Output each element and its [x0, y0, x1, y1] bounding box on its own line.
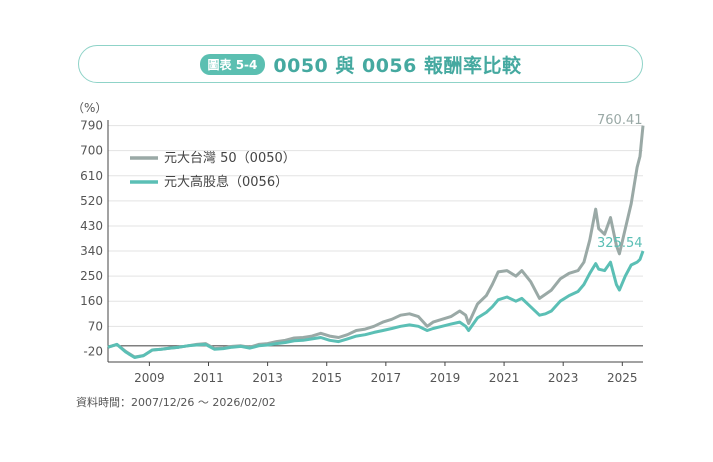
legend-label-0050: 元大台灣 50（0050）	[164, 151, 296, 166]
figure-badge: 圖表 5-4	[199, 53, 266, 75]
end-value-label-0056: 325.54	[597, 236, 643, 251]
x-tick-label: 2025	[607, 371, 638, 385]
y-tick-label: 430	[80, 219, 103, 233]
y-tick-label: 700	[80, 144, 103, 158]
y-tick-label: 250	[80, 269, 103, 283]
legend-label-0056: 元大高股息（0056）	[164, 174, 288, 190]
y-tick-label: 520	[80, 194, 103, 208]
x-tick-label: 2011	[193, 371, 224, 385]
x-tick-label: 2021	[489, 371, 520, 385]
y-tick-label: 160	[80, 294, 103, 308]
y-tick-label: 340	[80, 244, 103, 258]
y-axis-unit-label: （%）	[72, 101, 107, 115]
end-value-label-0050: 760.41	[597, 113, 643, 128]
x-tick-label: 2023	[548, 371, 579, 385]
x-tick-label: 2013	[252, 371, 283, 385]
x-tick-label: 2017	[371, 371, 402, 385]
y-tick-label: 790	[80, 119, 103, 133]
chart-title: 0050 與 0056 報酬率比較	[273, 54, 522, 77]
y-tick-label: 70	[88, 319, 103, 333]
y-tick-label: 610	[80, 169, 103, 183]
series-line-0056	[107, 250, 645, 359]
data-period-note: 資料時間：2007/12/26 ～ 2026/02/02	[76, 396, 276, 409]
y-tick-label: -20	[83, 344, 103, 358]
x-tick-label: 2015	[311, 371, 342, 385]
x-tick-label: 2019	[430, 371, 461, 385]
x-tick-label: 2009	[134, 371, 165, 385]
chart-title-bar: 圖表 5-4 0050 與 0056 報酬率比較	[78, 45, 643, 83]
